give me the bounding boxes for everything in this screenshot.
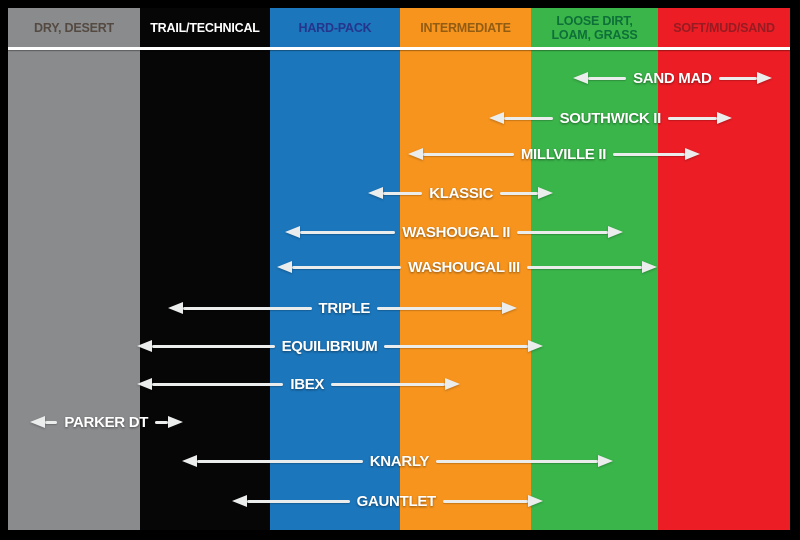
arrow-line-left [183, 306, 312, 310]
header-divider-line [8, 47, 790, 50]
arrowhead-left-icon [285, 226, 300, 238]
tire-label: SAND MAD [633, 69, 712, 87]
arrowhead-right-icon [608, 226, 623, 238]
arrowhead-left-icon [182, 455, 197, 467]
arrow-line-right [384, 344, 528, 348]
tire-range-row-washougal-iii: WASHOUGAL III [277, 256, 657, 278]
terrain-column-header: TRAIL/TECHNICAL [150, 20, 260, 35]
terrain-column-trail-technical: TRAIL/TECHNICAL [140, 8, 270, 530]
arrowhead-right-icon [528, 495, 543, 507]
tire-terrain-chart: DRY, DESERT TRAIL/TECHNICAL HARD-PACK INTER… [8, 8, 790, 530]
tire-label: EQUILIBRIUM [281, 337, 378, 355]
arrow-line-right [517, 230, 608, 234]
tire-label: MILLVILLE II [520, 145, 607, 163]
tire-range-row-parker-dt: PARKER DT [30, 411, 183, 433]
terrain-column-header: HARD-PACK [298, 20, 372, 35]
arrowhead-left-icon [408, 148, 423, 160]
tire-label: TRIPLE [318, 299, 371, 317]
arrowhead-right-icon [642, 261, 657, 273]
arrowhead-left-icon [368, 187, 383, 199]
arrow-line-left [423, 152, 514, 156]
arrowhead-right-icon [685, 148, 700, 160]
arrow-line-right [155, 420, 168, 424]
tire-label: IBEX [290, 375, 325, 393]
arrowhead-right-icon [168, 416, 183, 428]
terrain-column-header: LOOSE DIRT, LOAM, GRASS [551, 13, 638, 42]
arrowhead-left-icon [573, 72, 588, 84]
tire-range-row-knarly: KNARLY [182, 450, 613, 472]
arrow-line-left [504, 116, 553, 120]
arrowhead-left-icon [30, 416, 45, 428]
arrowhead-left-icon [137, 340, 152, 352]
tire-label: KNARLY [369, 452, 430, 470]
arrowhead-right-icon [717, 112, 732, 124]
arrow-line-right [668, 116, 717, 120]
tire-label: KLASSIC [429, 184, 493, 202]
tire-label: GAUNTLET [356, 492, 437, 510]
terrain-column-header: SOFT/MUD/SAND [673, 20, 775, 35]
arrowhead-left-icon [232, 495, 247, 507]
arrowhead-left-icon [137, 378, 152, 390]
arrow-line-right [718, 76, 757, 80]
tire-range-row-sand-mad: SAND MAD [573, 67, 772, 89]
arrowhead-right-icon [757, 72, 772, 84]
arrow-line-right [436, 459, 598, 463]
arrow-line-left [383, 191, 423, 195]
terrain-column-soft-mud-sand: SOFT/MUD/SAND [658, 8, 790, 530]
arrow-line-right [500, 191, 538, 195]
arrow-line-right [613, 152, 685, 156]
tire-range-row-equilibrium: EQUILIBRIUM [137, 335, 543, 357]
arrow-line-left [300, 230, 396, 234]
tire-label: WASHOUGAL III [408, 258, 520, 276]
tire-label: PARKER DT [64, 413, 149, 431]
arrowhead-right-icon [528, 340, 543, 352]
tire-range-row-southwick-ii: SOUTHWICK II [489, 107, 732, 129]
tire-range-row-klassic: KLASSIC [368, 182, 553, 204]
arrow-line-left [45, 420, 58, 424]
arrow-line-left [588, 76, 627, 80]
arrow-line-left [152, 382, 284, 386]
terrain-column-intermediate: INTERMEDIATE [400, 8, 531, 530]
arrow-line-right [442, 499, 528, 503]
arrow-line-right [526, 265, 642, 269]
arrow-line-left [247, 499, 350, 503]
tire-range-row-ibex: IBEX [137, 373, 460, 395]
terrain-column-dry-desert: DRY, DESERT [8, 8, 140, 530]
arrowhead-left-icon [168, 302, 183, 314]
tire-range-row-triple: TRIPLE [168, 297, 517, 319]
tire-range-row-millville-ii: MILLVILLE II [408, 143, 700, 165]
tire-label: SOUTHWICK II [559, 109, 662, 127]
arrowhead-right-icon [502, 302, 517, 314]
terrain-column-header: INTERMEDIATE [420, 20, 511, 35]
arrow-line-right [331, 382, 445, 386]
tire-range-row-gauntlet: GAUNTLET [232, 490, 543, 512]
arrowhead-right-icon [538, 187, 553, 199]
arrowhead-left-icon [277, 261, 292, 273]
arrow-line-left [152, 344, 275, 348]
arrow-line-left [292, 265, 402, 269]
arrow-line-left [197, 459, 363, 463]
terrain-column-loose-dirt-loam-grass: LOOSE DIRT, LOAM, GRASS [531, 8, 658, 530]
tire-range-row-washougal-ii: WASHOUGAL II [285, 221, 623, 243]
arrowhead-left-icon [489, 112, 504, 124]
tire-label: WASHOUGAL II [402, 223, 511, 241]
arrow-line-right [377, 306, 502, 310]
arrowhead-right-icon [598, 455, 613, 467]
arrowhead-right-icon [445, 378, 460, 390]
terrain-column-header: DRY, DESERT [34, 20, 114, 35]
